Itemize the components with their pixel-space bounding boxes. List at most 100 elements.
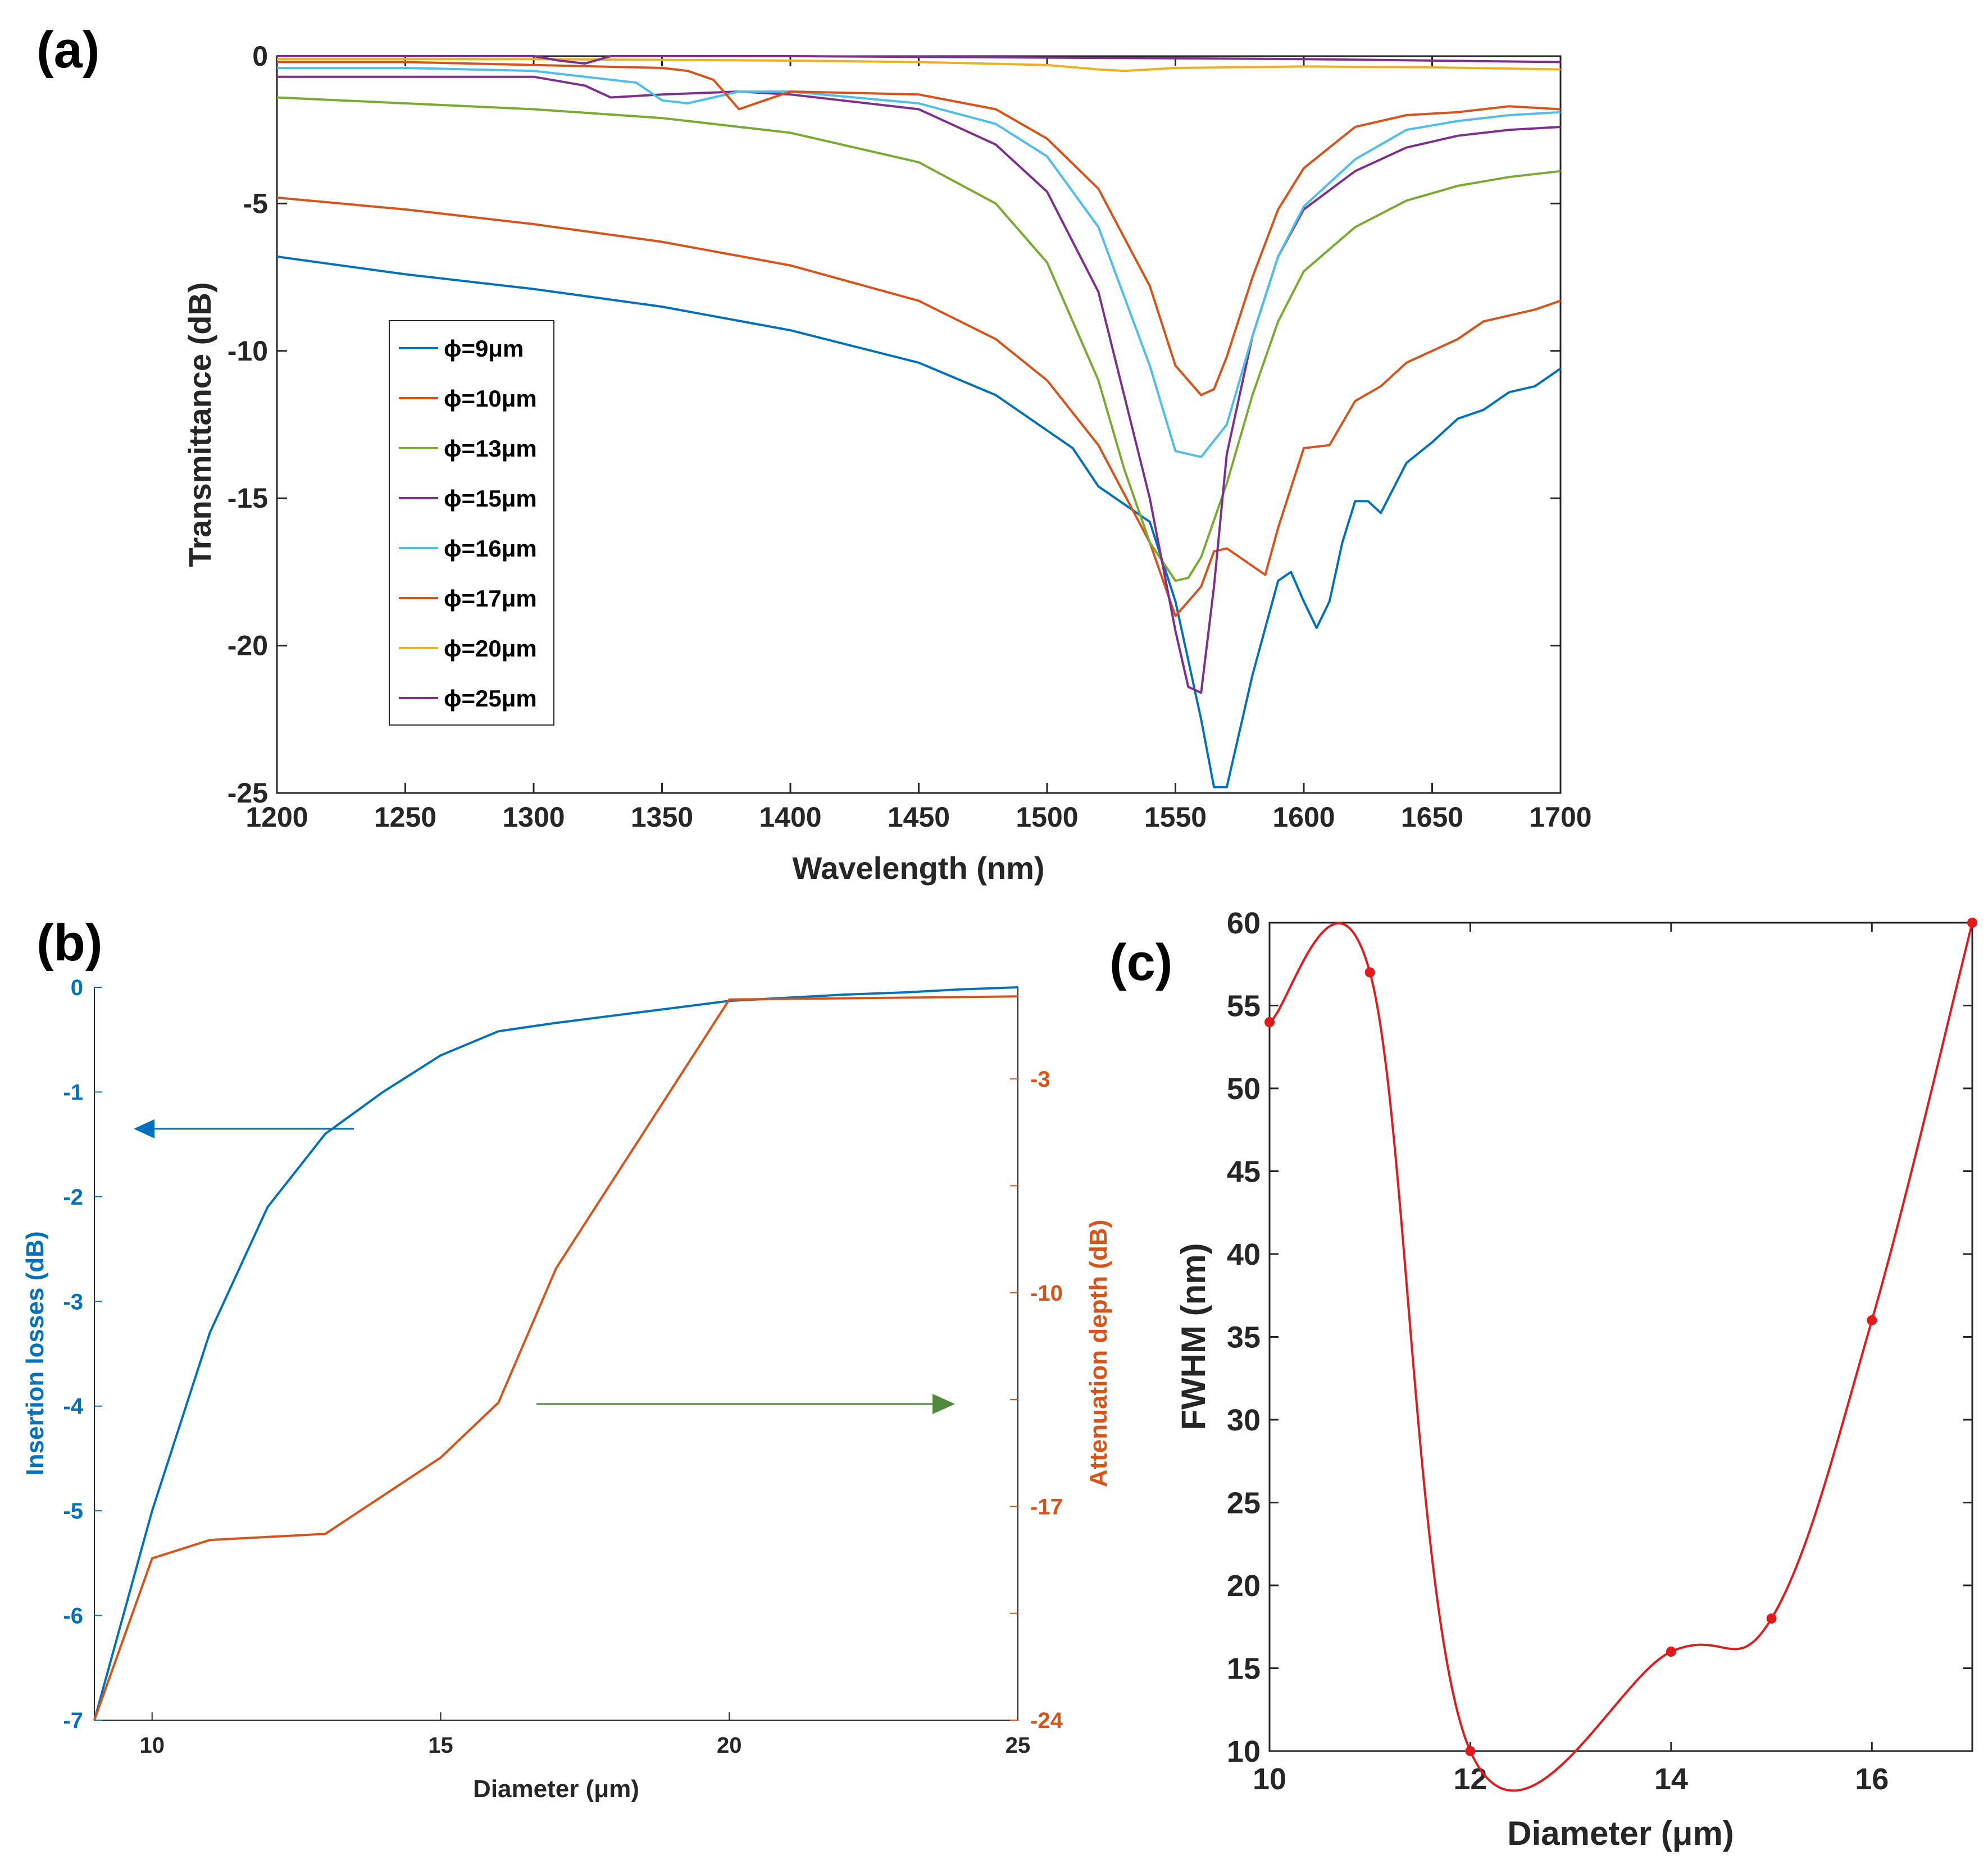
panel-a-xtick-label: 1550: [1144, 801, 1207, 833]
panel-a-ticks: 1200 1250 1300 1350 1400 1450 1500 1550 1600 1650…: [228, 40, 1592, 833]
panel-a-xtick-label: 1600: [1272, 801, 1335, 833]
panel-c-ytick-label: 25: [1227, 1487, 1261, 1520]
panel-a-ytick-label: -25: [228, 777, 268, 809]
panel-a-chart: 1200 1250 1300 1350 1400 1450 1500 1550 1600 1650…: [182, 40, 1592, 886]
panel-c-ylabel: FWHM (nm): [1175, 1243, 1212, 1430]
panel-a-ytick-label: -5: [243, 188, 268, 219]
panel-a-legend-label: ϕ=15μm: [444, 485, 537, 512]
panel-a-xtick-label: 1500: [1016, 801, 1078, 833]
panel-b-series: [93, 986, 1018, 1721]
panel-a-legend-label: ϕ=10μm: [444, 385, 537, 412]
panel-a-legend-label: ϕ=20μm: [444, 635, 537, 662]
panel-c-xlabel: Diameter (μm): [1507, 1815, 1734, 1852]
panel-a-series-line: [276, 196, 1561, 618]
panel-a-ytick-label: -15: [228, 482, 268, 514]
panel-a-ytick-label: -10: [228, 335, 268, 367]
panel-c-ticks: 10 12 14 16 10 15 20 25 30 35 40 45 50 55 60: [1227, 906, 1972, 1796]
panel-b-xlabel: Diameter (μm): [473, 1775, 639, 1803]
panel-a-legend-label: ϕ=16μm: [444, 535, 537, 562]
panel-c-xtick-label: 16: [1855, 1762, 1889, 1796]
panel-c-ytick-label: 45: [1227, 1155, 1261, 1189]
panel-a-legend: ϕ=9μm ϕ=10μm ϕ=13μm ϕ=15μm ϕ=16μm ϕ=17μm ϕ=20μ…: [389, 320, 554, 726]
panel-a-legend-label: ϕ=9μm: [444, 335, 524, 362]
panel-c-xtick-label: 12: [1453, 1762, 1487, 1796]
panel-a-series-line: [276, 255, 1562, 788]
panel-a-series-line: [277, 75, 1561, 694]
panel-a-series-line: [277, 67, 1561, 458]
panel-b-ylabel-right: Attenuation depth (dB): [1085, 1220, 1112, 1488]
panel-b-ytick-left-label: -2: [63, 1185, 83, 1210]
panel-a-series-line: [277, 61, 1561, 396]
panel-b-ytick-left-label: -6: [63, 1604, 83, 1629]
panel-b-ytick-right-label: -10: [1030, 1281, 1063, 1306]
panel-a-ytick-label: 0: [252, 40, 268, 72]
panel-c-data-point: [1264, 1017, 1275, 1027]
panel-b-arrows: [134, 1119, 955, 1414]
panel-a-xtick-label: 1450: [888, 801, 950, 833]
panel-a-legend-label: ϕ=17μm: [444, 585, 537, 612]
panel-b-xtick-label: 15: [428, 1733, 453, 1758]
panel-b-xtick-label: 25: [1006, 1733, 1031, 1758]
panel-c-ytick-label: 10: [1227, 1735, 1261, 1768]
panel-b-ticks: 10 15 20 25 0 -1 -2 -3 -4 -5 -6 -7 -3 -10 -17 -24: [63, 975, 1063, 1758]
panel-a-series-line: [277, 55, 1561, 65]
panel-a-legend-box: [389, 320, 554, 726]
panel-a-ytick-label: -20: [228, 630, 268, 662]
panel-a-xtick-label: 1650: [1401, 801, 1463, 833]
panel-c-ytick-label: 50: [1227, 1072, 1261, 1106]
panel-a-xtick-label: 1250: [374, 801, 436, 833]
panel-b-ytick-left-label: -4: [63, 1394, 83, 1419]
panel-b-xtick-label: 10: [140, 1733, 165, 1758]
panel-a-xlabel: Wavelength (nm): [792, 850, 1044, 886]
panel-b-arrow-left-head: [134, 1119, 154, 1138]
panel-a-xtick-label: 1700: [1529, 801, 1591, 833]
panel-a-legend-label: ϕ=25μm: [444, 685, 537, 712]
panel-c-ytick-label: 35: [1227, 1321, 1261, 1355]
panel-b-xtick-label: 20: [717, 1733, 742, 1758]
panel-c-ytick-label: 20: [1227, 1569, 1261, 1603]
panel-a-series-line: [277, 58, 1561, 72]
panel-c-data-point: [1967, 918, 1977, 928]
panel-c-ytick-label: 30: [1227, 1403, 1261, 1437]
panel-b-ytick-left-label: -1: [63, 1080, 83, 1105]
panel-c-data-point: [1766, 1613, 1777, 1624]
panel-c-ytick-label: 15: [1227, 1652, 1261, 1686]
panel-c-ytick-label: 60: [1227, 906, 1261, 940]
panel-b-chart: 10 15 20 25 0 -1 -2 -3 -4 -5 -6 -7 -3 -10 -17 -24 Diame…: [21, 975, 1112, 1803]
panel-a-xtick-label: 1400: [759, 801, 821, 833]
panel-a-series-line: [276, 96, 1561, 582]
panel-a-ylabel: Transmittance (dB): [182, 282, 217, 567]
panel-c-data-point: [1867, 1315, 1877, 1325]
panel-b-ytick-left-label: -5: [63, 1499, 83, 1524]
panel-b-ytick-left-label: 0: [71, 975, 83, 1000]
panel-c-xtick-label: 14: [1654, 1762, 1688, 1796]
panel-a-xtick-label: 1300: [502, 801, 565, 833]
panel-label-c: (c): [1109, 934, 1172, 991]
panel-label-b: (b): [37, 914, 102, 972]
panel-c-data-point: [1666, 1647, 1676, 1657]
panel-b-series-line: [93, 995, 1018, 1721]
panel-a-series: [276, 55, 1562, 788]
panel-c-data-point: [1364, 967, 1375, 978]
panel-c-chart: 10 12 14 16 10 15 20 25 30 35 40 45 50 55 60 Diameter …: [1175, 906, 1977, 1852]
panel-b-arrow-right-head: [932, 1394, 955, 1414]
panel-a-xtick-label: 1350: [631, 801, 693, 833]
panel-b-ytick-left-label: -7: [63, 1708, 83, 1733]
panel-b-series-line: [93, 986, 1018, 1721]
panel-c-ytick-label: 40: [1227, 1238, 1261, 1271]
panel-label-a: (a): [37, 21, 99, 79]
panel-c-data-point: [1465, 1746, 1476, 1756]
panel-c-plot-frame: [1268, 922, 1973, 1752]
panel-b-ylabel-left: Insertion losses (dB): [21, 1231, 49, 1475]
panel-b-plot-frame: [94, 987, 1018, 1721]
panel-b-ytick-right-label: -17: [1030, 1494, 1063, 1519]
panel-b-ytick-left-label: -3: [63, 1289, 83, 1314]
panel-b-ytick-right-label: -24: [1030, 1708, 1063, 1733]
panel-b-ytick-right-label: -3: [1030, 1067, 1050, 1092]
panel-c-xtick-label: 10: [1253, 1762, 1286, 1796]
panel-a-legend-label: ϕ=13μm: [444, 435, 537, 462]
panel-c-series: [1264, 918, 1977, 1792]
panel-a-xtick-label: 1200: [245, 801, 308, 833]
panel-c-ytick-label: 55: [1227, 990, 1261, 1023]
